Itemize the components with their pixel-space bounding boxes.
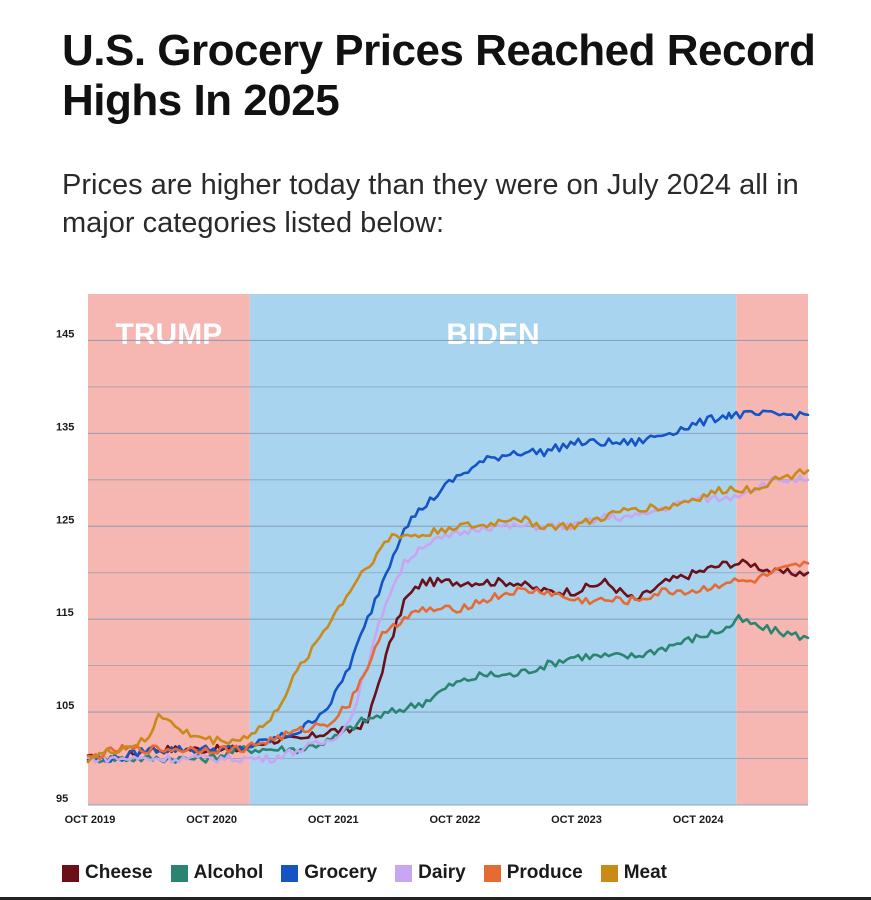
legend-label: Alcohol <box>193 862 264 883</box>
y-tick-label: 135 <box>56 421 74 433</box>
legend-swatch <box>62 864 79 882</box>
region-label-biden: BIDEN <box>446 318 539 351</box>
legend-item-produce: Produce <box>483 862 583 884</box>
x-tick-label: OCT 2022 <box>429 814 480 826</box>
chart-title: U.S. Grocery Prices Reached Record Highs… <box>62 26 816 125</box>
legend-swatch <box>170 864 188 882</box>
legend-swatch <box>600 864 618 882</box>
legend-item-cheese: Cheese <box>62 862 153 884</box>
legend-label: Grocery <box>304 862 378 883</box>
x-tick-label: OCT 2023 <box>551 814 602 826</box>
region-band-trailing <box>736 294 808 805</box>
legend-label: Produce <box>506 862 583 883</box>
legend-item-meat: Meat <box>600 862 668 884</box>
region-label-trump: TRUMP <box>116 318 223 351</box>
legend-item-alcohol: Alcohol <box>170 862 264 884</box>
bottom-rule <box>0 897 871 900</box>
series-line-produce <box>86 560 810 761</box>
y-tick-label: 145 <box>56 328 74 340</box>
legend-label: Dairy <box>418 862 466 883</box>
chart-legend: Cheese Alcohol Grocery Dairy Produce Meat <box>62 862 685 884</box>
x-tick-label: OCT 2021 <box>308 814 359 826</box>
series-line-meat <box>86 468 810 764</box>
y-tick-label: 105 <box>56 700 74 712</box>
legend-swatch <box>281 864 299 882</box>
legend-swatch <box>395 864 413 882</box>
legend-label: Cheese <box>85 862 153 883</box>
region-band-trump <box>88 294 250 805</box>
price-line-chart: TRUMP BIDEN 95 105 115 125 135 145 OCT 2019 OCT 2… <box>56 294 810 826</box>
y-tick-label: 125 <box>56 514 74 526</box>
series-line-alcohol <box>86 614 810 764</box>
y-tick-label: 115 <box>56 607 74 619</box>
x-tick-label: OCT 2024 <box>673 814 725 826</box>
y-tick-label: 95 <box>56 793 68 805</box>
x-tick-label: OCT 2020 <box>186 814 237 826</box>
legend-swatch <box>483 864 501 882</box>
legend-label: Meat <box>623 862 668 883</box>
legend-item-grocery: Grocery <box>281 862 377 884</box>
legend-item-dairy: Dairy <box>395 862 466 884</box>
region-band-biden <box>249 294 737 805</box>
x-tick-label: OCT 2019 <box>65 814 116 826</box>
chart-subtitle: Prices are higher today than they were o… <box>62 169 799 239</box>
